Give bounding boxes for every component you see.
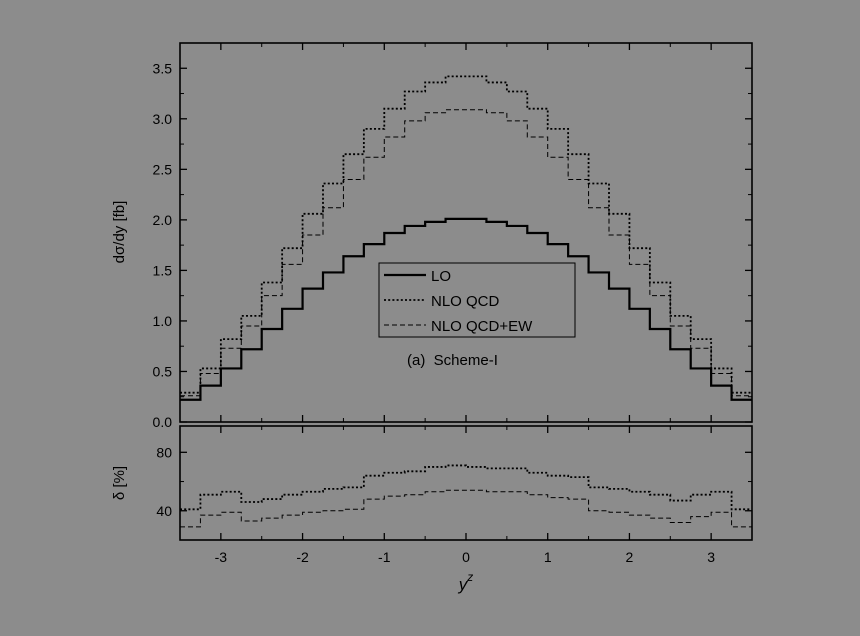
x-axis-label-base: y: [458, 575, 469, 594]
bottom-series-nlo-qcd-ew: [180, 489, 752, 528]
top-y-tick-label: 2.5: [153, 161, 173, 177]
bottom-panel: 40 80 -3 -2 -1 0 1 2 3 δ [%] yz: [111, 425, 753, 594]
top-panel: 0.0 0.5 1.0 1.5 2.0 2.5 3.0 3.5 dσ/dy [fb] LO N…: [111, 42, 753, 430]
top-series-group: [180, 75, 752, 401]
x-tick-label: 0: [462, 549, 470, 565]
x-tick-label: -3: [215, 549, 228, 565]
bottom-y-axis-label: δ [%]: [111, 466, 128, 500]
x-tick-label: -1: [378, 549, 391, 565]
top-y-tick-label: 3.5: [153, 60, 173, 76]
x-tick-label: 1: [544, 549, 552, 565]
top-y-tick-label: 1.0: [153, 313, 173, 329]
legend: LO NLO QCD NLO QCD+EW: [378, 262, 576, 338]
top-axis-ticks: [180, 42, 752, 423]
bottom-series-nlo-qcd: [180, 464, 752, 511]
top-y-tick-label: 3.0: [153, 111, 173, 127]
x-tick-label: 2: [626, 549, 634, 565]
x-tick-label: -2: [296, 549, 309, 565]
scheme-annotation: (a) Scheme-I: [407, 352, 498, 369]
bottom-plot-frame: [179, 425, 753, 541]
legend-label-nlo-qcd-ew: NLO QCD+EW: [431, 318, 533, 335]
bottom-y-tick-labels: 40 80: [156, 444, 172, 518]
legend-label-nlo-qcd: NLO QCD: [431, 293, 500, 310]
x-tick-label: 3: [707, 549, 715, 565]
bottom-axis-ticks: [180, 426, 752, 541]
top-series-nlo-qcd: [180, 75, 752, 394]
bottom-y-tick-label: 40: [156, 503, 172, 519]
top-series-lo: [180, 217, 752, 401]
bottom-series-group: [180, 464, 752, 528]
x-tick-labels: -3 -2 -1 0 1 2 3: [215, 549, 716, 565]
top-y-tick-label: 1.5: [153, 262, 173, 278]
top-y-tick-label: 0.5: [153, 363, 173, 379]
legend-label-lo: LO: [431, 268, 451, 285]
top-y-tick-label: 0.0: [153, 414, 173, 430]
x-axis-label: yz: [458, 570, 474, 594]
top-y-tick-labels: 0.0 0.5 1.0 1.5 2.0 2.5 3.0 3.5: [153, 60, 173, 430]
top-series-nlo-qcd-ew: [180, 109, 752, 397]
bottom-y-tick-label: 80: [156, 444, 172, 460]
top-y-tick-label: 2.0: [153, 212, 173, 228]
top-y-axis-label: dσ/dy [fb]: [111, 201, 128, 264]
x-axis-label-superscript: z: [466, 570, 473, 584]
